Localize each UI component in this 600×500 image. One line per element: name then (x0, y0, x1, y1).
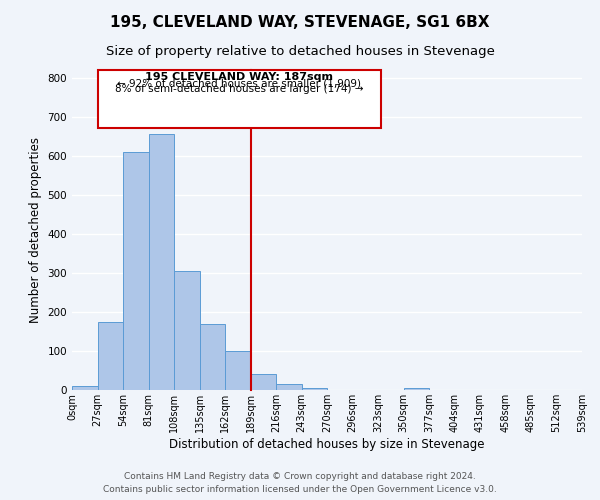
Text: 8% of semi-detached houses are larger (174) →: 8% of semi-detached houses are larger (1… (115, 84, 364, 94)
Bar (276, 384, 302, 390)
Bar (72, 386, 97, 390)
Bar (302, 388, 327, 390)
Text: Contains HM Land Registry data © Crown copyright and database right 2024.
Contai: Contains HM Land Registry data © Crown c… (103, 472, 497, 494)
Text: 195 CLEVELAND WAY: 187sqm: 195 CLEVELAND WAY: 187sqm (145, 72, 333, 82)
Y-axis label: Number of detached properties: Number of detached properties (29, 137, 42, 323)
Bar (404, 388, 429, 390)
Bar (199, 324, 225, 390)
Bar (251, 374, 276, 390)
Text: ← 92% of detached houses are smaller (1,909): ← 92% of detached houses are smaller (1,… (117, 78, 361, 88)
Bar (123, 152, 149, 390)
Bar (225, 351, 251, 390)
Bar (149, 134, 174, 390)
Bar (97, 322, 123, 390)
Text: Size of property relative to detached houses in Stevenage: Size of property relative to detached ho… (106, 45, 494, 58)
Bar (174, 271, 199, 390)
X-axis label: Distribution of detached houses by size in Stevenage: Distribution of detached houses by size … (169, 438, 485, 450)
Text: 195, CLEVELAND WAY, STEVENAGE, SG1 6BX: 195, CLEVELAND WAY, STEVENAGE, SG1 6BX (110, 15, 490, 30)
FancyBboxPatch shape (97, 70, 381, 128)
